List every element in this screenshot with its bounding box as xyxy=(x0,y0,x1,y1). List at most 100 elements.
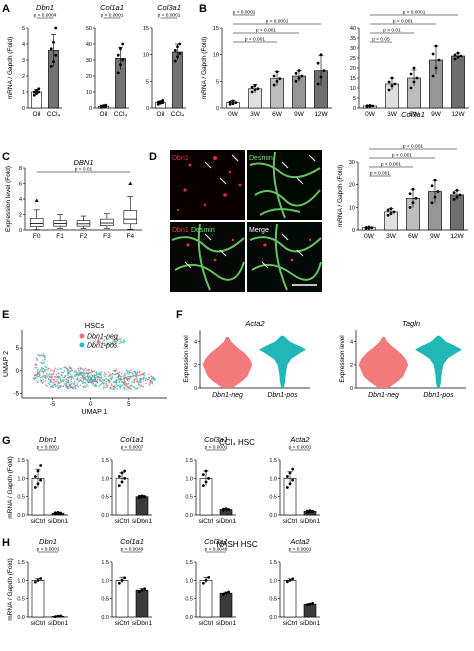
data-point xyxy=(364,226,368,229)
umap-point xyxy=(128,377,130,380)
umap-point xyxy=(126,370,129,373)
y-axis-label: mRNA / Gapdh (Fold) xyxy=(337,165,344,228)
umap-point xyxy=(130,375,133,378)
box xyxy=(29,218,44,227)
data-point xyxy=(39,478,43,482)
umap-point xyxy=(44,368,46,371)
umap-point xyxy=(53,375,56,378)
umap-point xyxy=(123,379,126,381)
data-point xyxy=(234,101,238,105)
umap-point xyxy=(73,386,76,388)
umap-point xyxy=(46,375,48,378)
data-point xyxy=(32,93,36,97)
data-point xyxy=(452,198,456,201)
data-point xyxy=(53,511,57,515)
y-tick-label: 0.5 xyxy=(185,597,193,603)
data-point xyxy=(434,66,438,70)
umap-point xyxy=(74,384,77,387)
umap-point xyxy=(105,383,108,385)
umap-point xyxy=(149,382,151,385)
panel-label-a: A xyxy=(2,3,10,15)
umap-point xyxy=(64,384,67,387)
umap-point xyxy=(66,376,69,379)
umap-point xyxy=(55,376,58,379)
umap-point xyxy=(143,372,146,374)
y-tick-label: 15 xyxy=(143,26,149,32)
umap-point xyxy=(128,370,130,373)
umap-point xyxy=(67,378,69,381)
umap-point xyxy=(34,374,36,377)
x-tick-label: siDbn1 xyxy=(300,620,321,627)
data-point xyxy=(288,578,292,582)
y-tick-label: 2 xyxy=(194,363,197,369)
data-point xyxy=(367,225,371,229)
data-point xyxy=(392,210,396,214)
umap-point xyxy=(93,376,95,378)
data-point xyxy=(408,205,412,209)
umap-point xyxy=(120,372,123,375)
x-tick-label: F3 xyxy=(103,233,111,240)
x-tick-label: CCl₄ xyxy=(47,111,61,118)
data-point xyxy=(433,195,437,199)
data-point xyxy=(433,178,437,182)
umap-point xyxy=(48,377,50,380)
umap-point xyxy=(104,371,106,374)
data-point xyxy=(53,615,57,619)
panel-h-header: NASH HSC xyxy=(216,540,258,549)
y-tick-label: 1.0 xyxy=(185,578,193,584)
umap-point xyxy=(40,361,42,364)
y-tick-label: 30 xyxy=(349,160,355,166)
data-point xyxy=(453,53,457,57)
chart-e: -5 0 5 -5 0 5 HSCs UMAP 1 UMAP 2 Dbn1-neg Dbn1-pos xyxy=(3,321,167,416)
p-value-label: p < 0.0004 xyxy=(34,13,57,19)
umap-point xyxy=(111,374,113,376)
y-tick-label: 10 xyxy=(143,53,149,59)
data-point xyxy=(36,578,40,582)
data-point xyxy=(291,478,295,482)
umap-point xyxy=(63,383,66,385)
umap-point xyxy=(140,385,142,388)
data-point xyxy=(322,69,326,73)
umap-point xyxy=(58,376,60,379)
umap-point xyxy=(36,375,38,377)
umap-point xyxy=(116,385,118,387)
umap-point xyxy=(119,387,122,389)
data-point xyxy=(412,80,416,84)
p-value-label: p < 0.0001 xyxy=(289,445,312,451)
y-tick-label: 0 xyxy=(22,106,25,112)
data-point xyxy=(387,88,391,92)
umap-point xyxy=(113,388,116,390)
umap-point xyxy=(64,375,66,377)
y-tick-label: 0.5 xyxy=(101,597,109,603)
y-tick-label: 5 xyxy=(16,346,20,352)
y-tick-label: 35 xyxy=(350,36,356,42)
data-point xyxy=(389,212,393,216)
umap-point xyxy=(50,379,52,381)
data-point xyxy=(455,195,459,199)
chart-title: Dbn1 xyxy=(39,537,57,546)
umap-point xyxy=(128,373,130,375)
umap-point xyxy=(36,370,39,372)
p-value-label: p < 0.001 xyxy=(256,28,276,34)
umap-point xyxy=(112,369,115,372)
umap-point xyxy=(117,384,120,387)
umap-point xyxy=(109,373,112,376)
umap-point xyxy=(105,377,108,380)
umap-point xyxy=(99,384,102,386)
data-point xyxy=(297,76,301,80)
umap-point xyxy=(91,370,94,373)
data-point xyxy=(250,90,254,94)
umap-point xyxy=(82,375,85,378)
umap-point xyxy=(111,384,113,387)
p-value-label: p < 0.0001 xyxy=(403,10,426,16)
umap-point xyxy=(69,372,71,375)
umap-point xyxy=(96,378,99,381)
umap-point xyxy=(137,382,140,384)
umap-point xyxy=(53,383,55,386)
data-point xyxy=(117,581,121,585)
y-tick-label: 10 xyxy=(213,53,219,59)
y-axis-label: mRNA / Gapdh (Fold) xyxy=(7,37,14,100)
chart-b1: 0 5 10 15 0W 3W 6W 9W 12W p < 0.001 p < 0.001 p < 0… xyxy=(201,10,332,118)
umap-point xyxy=(148,377,151,379)
